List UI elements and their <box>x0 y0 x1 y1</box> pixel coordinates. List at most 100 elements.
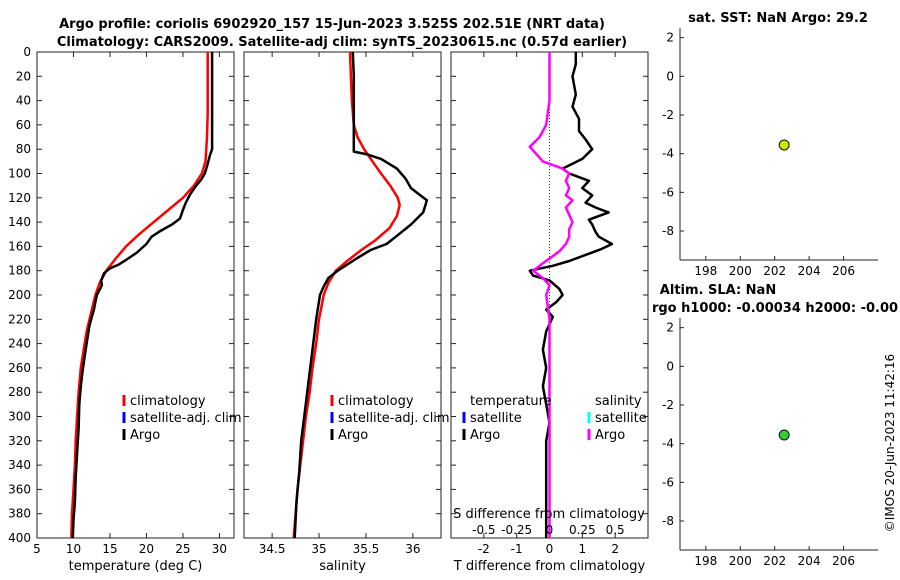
argo-position-marker <box>778 139 790 151</box>
figure-title-line2: Climatology: CARS2009. Satellite-adj cli… <box>57 35 627 50</box>
x-tick-label: 202 <box>763 554 786 568</box>
x-tick-label: 0 <box>546 542 554 556</box>
y-tick-label: -6 <box>662 185 674 199</box>
sla-map-panel: 2 0 -2 -4 -6 -8 198 200 202 204 206 Altim. SLA: NaN… <box>652 283 898 568</box>
y-tick-label: 2 <box>666 321 674 335</box>
legend-label: climatology <box>130 394 206 409</box>
x-tick-label: 15 <box>102 542 117 556</box>
legend-label: Argo <box>470 428 500 443</box>
legend-label: satellite-adj. clim <box>338 411 450 426</box>
y-tick-label: 280 <box>8 385 31 399</box>
sst-map-title: sat. SST: NaN Argo: 29.2 <box>688 11 868 26</box>
x-tick-label: 20 <box>139 542 154 556</box>
y-tick-label: 300 <box>8 410 31 424</box>
x-tick-label: 206 <box>832 554 855 568</box>
x-axis-label: temperature (deg C) <box>69 559 203 574</box>
y-tick-label: 0 <box>666 359 674 373</box>
x-tick-label: 10 <box>66 542 81 556</box>
y-tick-label: -4 <box>662 437 674 451</box>
s-diff-tick-label: -0.25 <box>501 523 532 537</box>
x-tick-label: 200 <box>729 554 752 568</box>
y-tick-label: 20 <box>16 69 31 83</box>
x-tick-label: 206 <box>832 264 855 278</box>
legend-label: satellite <box>595 411 647 426</box>
y-tick-label: 0 <box>23 45 31 59</box>
y-tick-label: 100 <box>8 167 31 181</box>
s-diff-tick-label: 0 <box>546 523 554 537</box>
sla-map-subtitle: rgo h1000: -0.00034 h2000: -0.00 <box>652 301 898 316</box>
temperature-panel: 5 10 15 20 25 3002040608010012014016018020022… <box>8 45 242 574</box>
y-tick-label: 80 <box>16 142 31 156</box>
x-tick-label: 204 <box>798 264 821 278</box>
y-tick-label: -8 <box>662 224 674 238</box>
y-tick-label: -2 <box>662 398 674 412</box>
y-tick-label: -8 <box>662 514 674 528</box>
y-tick-label: 220 <box>8 312 31 326</box>
legend-label: Argo <box>595 428 625 443</box>
s-diff-tick-label: 0.5 <box>606 523 625 537</box>
series-line-argo-t-diff <box>528 52 614 538</box>
series-line-climatology <box>292 51 401 539</box>
y-tick-label: 180 <box>8 264 31 278</box>
y-tick-label: -6 <box>662 475 674 489</box>
difference-panel: -2 -1 0 1 2 T difference from climatology S di… <box>450 51 649 574</box>
x-tick-label: 200 <box>729 264 752 278</box>
x-tick-label: 2 <box>611 542 619 556</box>
x-tick-label: 25 <box>175 542 190 556</box>
x-tick-label: 36 <box>405 542 420 556</box>
x-tick-label: 198 <box>694 264 717 278</box>
x-tick-label: -1 <box>511 542 523 556</box>
y-tick-label: 60 <box>16 118 31 132</box>
legend-label: satellite <box>470 411 522 426</box>
x-tick-label: 1 <box>579 542 587 556</box>
y-tick-label: 0 <box>666 69 674 83</box>
legend-label: Argo <box>338 428 368 443</box>
legend-label: Argo <box>130 428 160 443</box>
x-tick-label: 34.5 <box>259 542 286 556</box>
y-tick-label: 40 <box>16 94 31 108</box>
s-diff-tick-label: 0.25 <box>569 523 596 537</box>
x-tick-label: 204 <box>798 554 821 568</box>
y-tick-label: 160 <box>8 239 31 253</box>
y-tick-label: 320 <box>8 434 31 448</box>
y-tick-label: 2 <box>666 31 674 45</box>
y-tick-label: 140 <box>8 215 31 229</box>
s-diff-tick-label: -0.5 <box>472 523 495 537</box>
y-tick-label: -4 <box>662 147 674 161</box>
y-tick-label: 260 <box>8 361 31 375</box>
s-diff-axis-label: S difference from climatology <box>453 507 645 522</box>
y-tick-label: 400 <box>8 531 31 545</box>
y-tick-label: -2 <box>662 108 674 122</box>
x-tick-label: 198 <box>694 554 717 568</box>
series-line-argo-s-diff <box>528 52 574 538</box>
x-tick-label: 202 <box>763 264 786 278</box>
x-tick-label: 30 <box>212 542 227 556</box>
x-axis-label: T difference from climatology <box>453 559 646 574</box>
legend-title-temperature: temperature <box>470 394 552 409</box>
y-tick-label: 360 <box>8 482 31 496</box>
legend-label: satellite-adj. clim <box>130 411 242 426</box>
argo-position-marker <box>778 429 790 441</box>
sla-map-title: Altim. SLA: NaN <box>660 283 776 298</box>
y-tick-label: 120 <box>8 191 31 205</box>
x-axis-label: salinity <box>319 559 366 574</box>
x-tick-label: 5 <box>33 542 41 556</box>
y-tick-label: 340 <box>8 458 31 472</box>
legend-title-salinity: salinity <box>595 394 642 409</box>
legend-label: climatology <box>338 394 414 409</box>
figure-title-line1: Argo profile: coriolis 6902920_157 15-Ju… <box>59 17 605 32</box>
timestamp-label: ©IMOS 20-Jun-2023 11:42:16 <box>883 354 897 532</box>
plot-frame <box>243 51 442 539</box>
y-tick-label: 200 <box>8 288 31 302</box>
x-tick-label: -2 <box>478 542 490 556</box>
salinity-panel: 34.5 35 35.5 36 salinity climatology satellite… <box>243 51 450 574</box>
plot-frame <box>36 51 235 539</box>
x-tick-label: 35.5 <box>353 542 380 556</box>
y-tick-label: 380 <box>8 507 31 521</box>
y-tick-label: 240 <box>8 337 31 351</box>
x-tick-label: 35 <box>311 542 326 556</box>
series-line-argo <box>71 52 214 539</box>
sst-map-panel: 2 0 -2 -4 -6 -8 198 200 202 204 206 sat. SST: NaN A… <box>662 11 878 278</box>
series-line-argo <box>293 51 429 539</box>
